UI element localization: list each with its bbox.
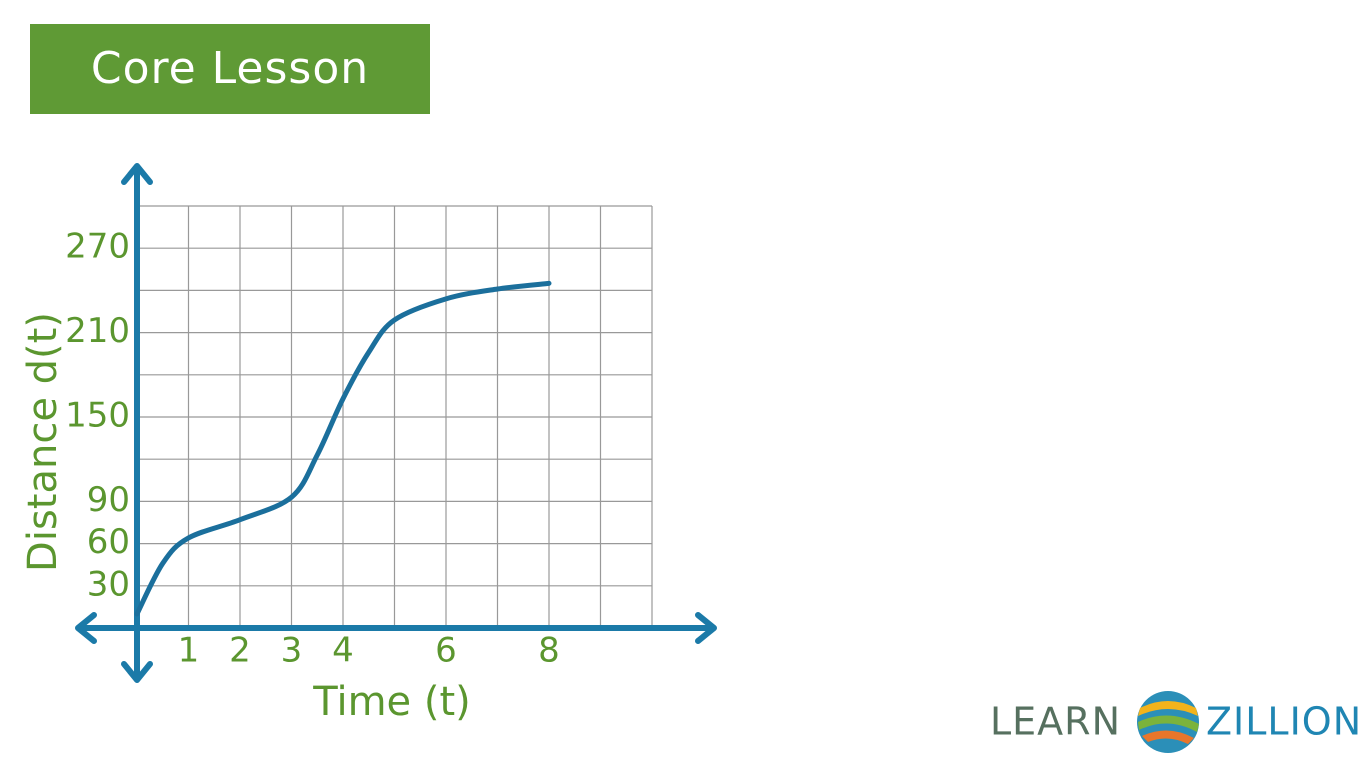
logo-stripe: [1138, 715, 1199, 732]
arrow: [121, 661, 153, 683]
y-tick-label: 30: [87, 564, 130, 604]
title: Core Lesson: [90, 43, 370, 94]
x-tick-label: 1: [178, 631, 200, 671]
arrow: [121, 163, 153, 185]
x-tick-label: 3: [281, 631, 303, 671]
y-tick-label: 90: [87, 480, 130, 520]
x-tick-label: 2: [229, 631, 251, 671]
x-tick-label: 4: [332, 631, 354, 671]
logo-right: ZILLION: [1206, 700, 1362, 744]
x-tick-label: 6: [435, 631, 457, 671]
x-axis-label: Time (t): [312, 679, 471, 725]
y-tick-label: 150: [65, 396, 130, 436]
axes: [75, 163, 717, 683]
y-tick-label: 270: [65, 227, 130, 267]
logo-left: LEARN: [990, 700, 1121, 744]
y-tick-label: 60: [87, 522, 130, 562]
y-tick-label: 210: [65, 311, 130, 351]
logo: LEARN ZILLION: [990, 691, 1362, 753]
y-axis-label: Distance d(t): [20, 312, 66, 572]
banner: Core Lesson: [30, 24, 430, 114]
logo-stripe: [1138, 701, 1198, 716]
curve: [134, 280, 552, 617]
x-tick-label: 8: [538, 631, 560, 671]
arrow: [695, 612, 717, 644]
logo-stripe: [1142, 730, 1194, 744]
grid: [137, 205, 653, 628]
arrow: [75, 612, 97, 644]
